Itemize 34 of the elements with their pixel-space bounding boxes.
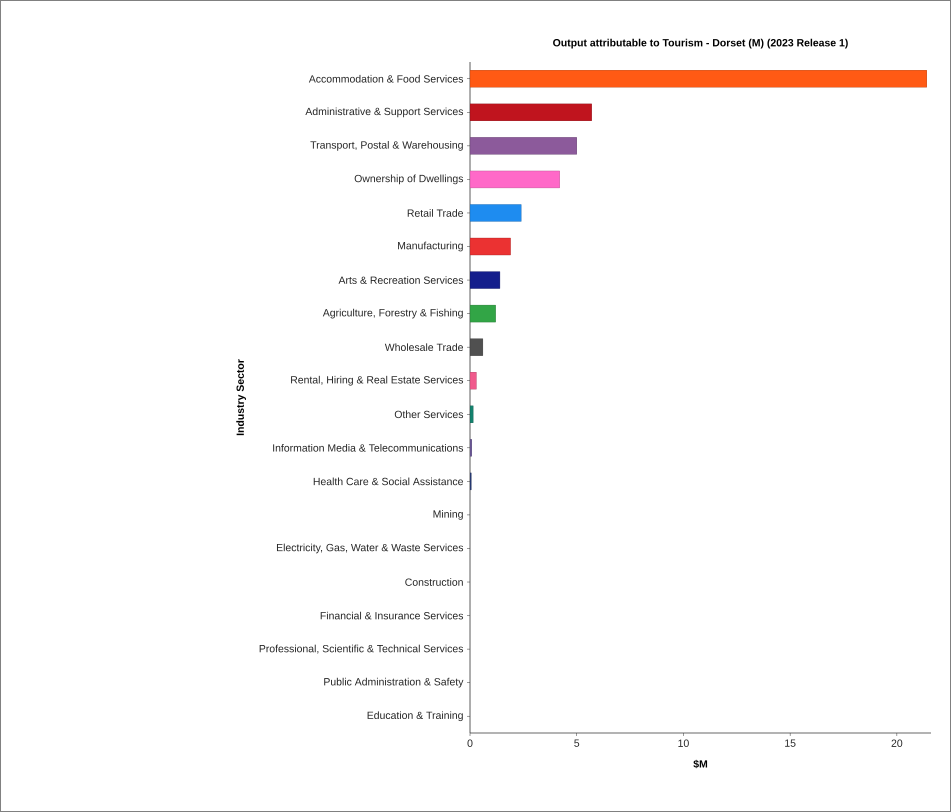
y-tick-label: Accommodation & Food Services — [308, 74, 464, 83]
y-tick-label: Public Administration & Safety — [324, 678, 464, 688]
y-tick-label: Mining — [434, 510, 463, 520]
bar — [470, 204, 522, 222]
y-tick-label: Administrative & Support Services — [305, 107, 464, 118]
y-tick-label: Information Media & Telecommunications — [273, 444, 464, 452]
bar — [470, 70, 927, 88]
y-tick-label: Transport, Postal & Warehousing — [310, 140, 463, 151]
x-tick-label: 15 — [785, 740, 796, 747]
x-axis-title: $M — [693, 760, 708, 768]
y-tick-label: Financial & Insurance Services — [320, 612, 464, 620]
y-tick-label: Ownership of Dwellings — [354, 174, 464, 184]
y-tick-label: Rental, Hiring & Real Estate Services — [291, 376, 464, 386]
y-tick-label: Retail Trade — [408, 209, 464, 217]
x-tick-label: 5 — [574, 740, 580, 747]
bar — [470, 372, 477, 390]
y-tick-label: Health Care & Social Assistance — [314, 478, 463, 486]
y-tick-label: Agriculture, Forestry & Fishing — [322, 308, 463, 318]
y-axis-title: Industry Sector — [236, 359, 246, 436]
y-tick-label: Arts & Recreation Services — [338, 276, 464, 284]
y-tick-label: Education & Training — [368, 711, 463, 722]
bar — [470, 104, 592, 121]
chart-title: Output attributable to Tourism - Dorset (M) (2023 Release 1) — [553, 38, 848, 48]
y-tick-label: Professional, Scientific & Technical Services — [260, 644, 464, 654]
bar — [470, 406, 474, 423]
x-tick-label: 20 — [892, 740, 902, 747]
y-tick-label: Electricity, Gas, Water & Waste Services — [276, 544, 464, 554]
y-tick-label: Manufacturing — [398, 242, 463, 252]
x-tick-label: 10 — [678, 740, 689, 747]
bar — [470, 137, 577, 155]
y-tick-label: Other Services — [394, 410, 464, 418]
y-tick-label: Construction — [405, 578, 463, 586]
y-tick-label: Wholesale Trade — [384, 343, 464, 352]
x-tick-label: 0 — [468, 740, 473, 747]
